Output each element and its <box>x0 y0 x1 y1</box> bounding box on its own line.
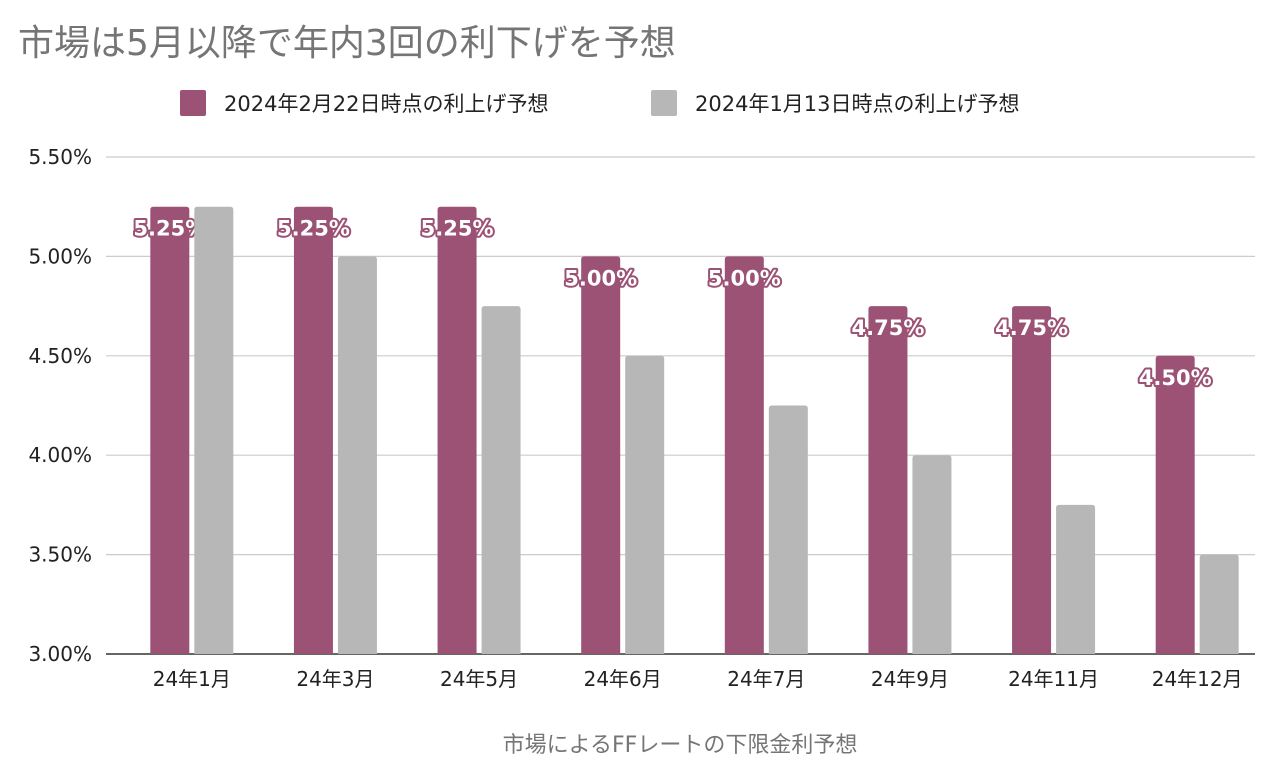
data-label: 5.25% <box>421 217 494 241</box>
bar-series-1 <box>724 256 764 654</box>
x-tick-label: 24年7月 <box>727 667 805 691</box>
bar-series-1 <box>1012 306 1052 654</box>
x-axis-title: 市場によるFFレートの下限金利予想 <box>503 733 858 758</box>
y-tick-label: 4.50% <box>28 344 92 368</box>
x-tick-label: 24年5月 <box>440 667 518 691</box>
bar-series-2 <box>625 355 665 654</box>
bar-series-2 <box>481 306 521 654</box>
x-tick-label: 24年9月 <box>871 667 949 691</box>
y-tick-label: 3.50% <box>28 543 92 567</box>
data-label: 5.00% <box>564 266 637 290</box>
x-tick-label: 24年6月 <box>584 667 662 691</box>
bar-series-1 <box>293 206 333 654</box>
bar-series-1 <box>868 306 908 654</box>
legend-label: 2024年1月13日時点の利上げ予想 <box>695 92 1020 116</box>
bar-series-2 <box>912 455 952 654</box>
data-label: 5.00% <box>708 266 781 290</box>
bar-series-1 <box>581 256 621 654</box>
bar-series-2 <box>337 256 377 654</box>
bar-series-2 <box>194 206 234 654</box>
legend-label: 2024年2月22日時点の利上げ予想 <box>224 92 549 116</box>
data-label: 4.75% <box>995 316 1068 340</box>
x-tick-label: 24年12月 <box>1152 667 1243 691</box>
y-tick-label: 5.00% <box>28 244 92 268</box>
data-label: 4.50% <box>1139 366 1212 390</box>
bar-series-1 <box>150 206 190 654</box>
bar-series-2 <box>1199 554 1239 654</box>
bar-series-1 <box>1155 355 1195 654</box>
y-tick-label: 4.00% <box>28 443 92 467</box>
data-label: 4.75% <box>852 316 925 340</box>
bar-series-1 <box>437 206 477 654</box>
x-tick-label: 24年1月 <box>153 667 231 691</box>
x-tick-label: 24年11月 <box>1008 667 1099 691</box>
bar-series-2 <box>1056 504 1096 654</box>
y-tick-label: 3.00% <box>28 642 92 666</box>
y-tick-label: 5.50% <box>28 145 92 169</box>
legend-swatch <box>651 90 677 116</box>
chart-title: 市場は5月以降で年内3回の利下げを予想 <box>18 23 676 64</box>
legend-swatch <box>180 90 206 116</box>
data-label: 5.25% <box>277 217 350 241</box>
bar-series-2 <box>768 405 808 654</box>
x-tick-label: 24年3月 <box>296 667 374 691</box>
